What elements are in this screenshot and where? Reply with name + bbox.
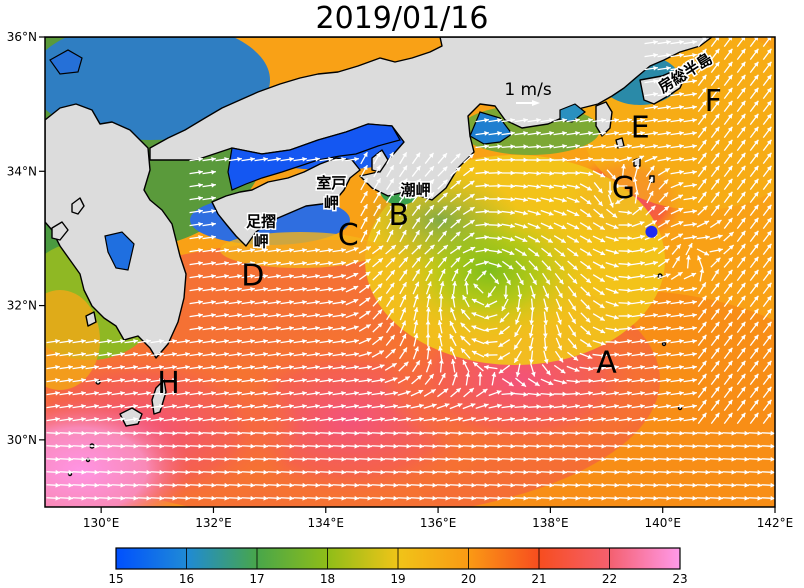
region-label-b: B bbox=[388, 198, 409, 233]
colorbar-tick-label: 19 bbox=[390, 572, 405, 586]
colorbar: 15 16 17 18 19 20 21 22 23 bbox=[108, 547, 688, 586]
colorbar-ticks: 15 16 17 18 19 20 21 22 23 bbox=[108, 548, 688, 586]
current-vector-field bbox=[46, 37, 775, 501]
region-label-f: F bbox=[705, 84, 722, 119]
kyushu-land bbox=[45, 103, 187, 359]
buoy-marker bbox=[645, 225, 658, 238]
region-label-d: D bbox=[241, 258, 264, 293]
colorbar-tick-label: 18 bbox=[320, 572, 335, 586]
region-label-e: E bbox=[631, 111, 650, 146]
x-tick-label: 134°E bbox=[308, 516, 345, 530]
colorbar-tick-label: 20 bbox=[461, 572, 476, 586]
colorbar-tick-label: 22 bbox=[602, 572, 617, 586]
reference-vector-label: 1 m/s bbox=[504, 80, 552, 100]
goto-islands-land bbox=[51, 221, 69, 241]
place-label: 岬 bbox=[324, 194, 339, 212]
y-tick-label: 34°N bbox=[7, 164, 37, 178]
colorbar-tick-label: 21 bbox=[531, 572, 546, 586]
y-tick-label: 32°N bbox=[7, 299, 37, 313]
place-label: 岬 bbox=[254, 232, 269, 250]
shikoku-land bbox=[211, 157, 361, 247]
region-label-c: C bbox=[338, 218, 359, 253]
colorbar-tick-label: 16 bbox=[179, 572, 194, 586]
place-label: 室戸 bbox=[316, 174, 346, 192]
tanegashima-land bbox=[151, 379, 167, 415]
region-label-a: A bbox=[596, 346, 617, 381]
awaji-island-land bbox=[371, 149, 389, 173]
region-label-h: H bbox=[157, 366, 180, 401]
colorbar-tick-label: 23 bbox=[672, 572, 687, 586]
y-tick-label: 36°N bbox=[7, 30, 37, 44]
x-tick-label: 140°E bbox=[644, 516, 681, 530]
region-label-g: G bbox=[612, 171, 635, 206]
place-label: 潮岬 bbox=[401, 181, 431, 199]
inland-sea-water bbox=[49, 49, 586, 271]
x-tick-label: 130°E bbox=[83, 516, 120, 530]
colorbar-tick-label: 17 bbox=[249, 572, 264, 586]
x-tick-label: 132°E bbox=[195, 516, 232, 530]
yakushima-land bbox=[119, 407, 143, 427]
x-tick-label: 142°E bbox=[757, 516, 794, 530]
x-tick-label: 138°E bbox=[532, 516, 569, 530]
reference-vector: 1 m/s bbox=[504, 80, 552, 106]
y-tick-label: 30°N bbox=[7, 433, 37, 447]
map-title: 2019/01/16 bbox=[315, 1, 489, 36]
map-axes: 130°E 132°E 134°E 136°E 138°E 140°E 142°E 36°N 3… bbox=[7, 30, 794, 530]
place-label: 足摺 bbox=[246, 212, 276, 230]
region-labels: A BC D E F G H bbox=[157, 84, 722, 401]
colorbar-tick-label: 15 bbox=[108, 572, 123, 586]
map-frame bbox=[44, 36, 776, 508]
x-tick-label: 136°E bbox=[420, 516, 457, 530]
boso-peninsula-land bbox=[639, 69, 687, 105]
